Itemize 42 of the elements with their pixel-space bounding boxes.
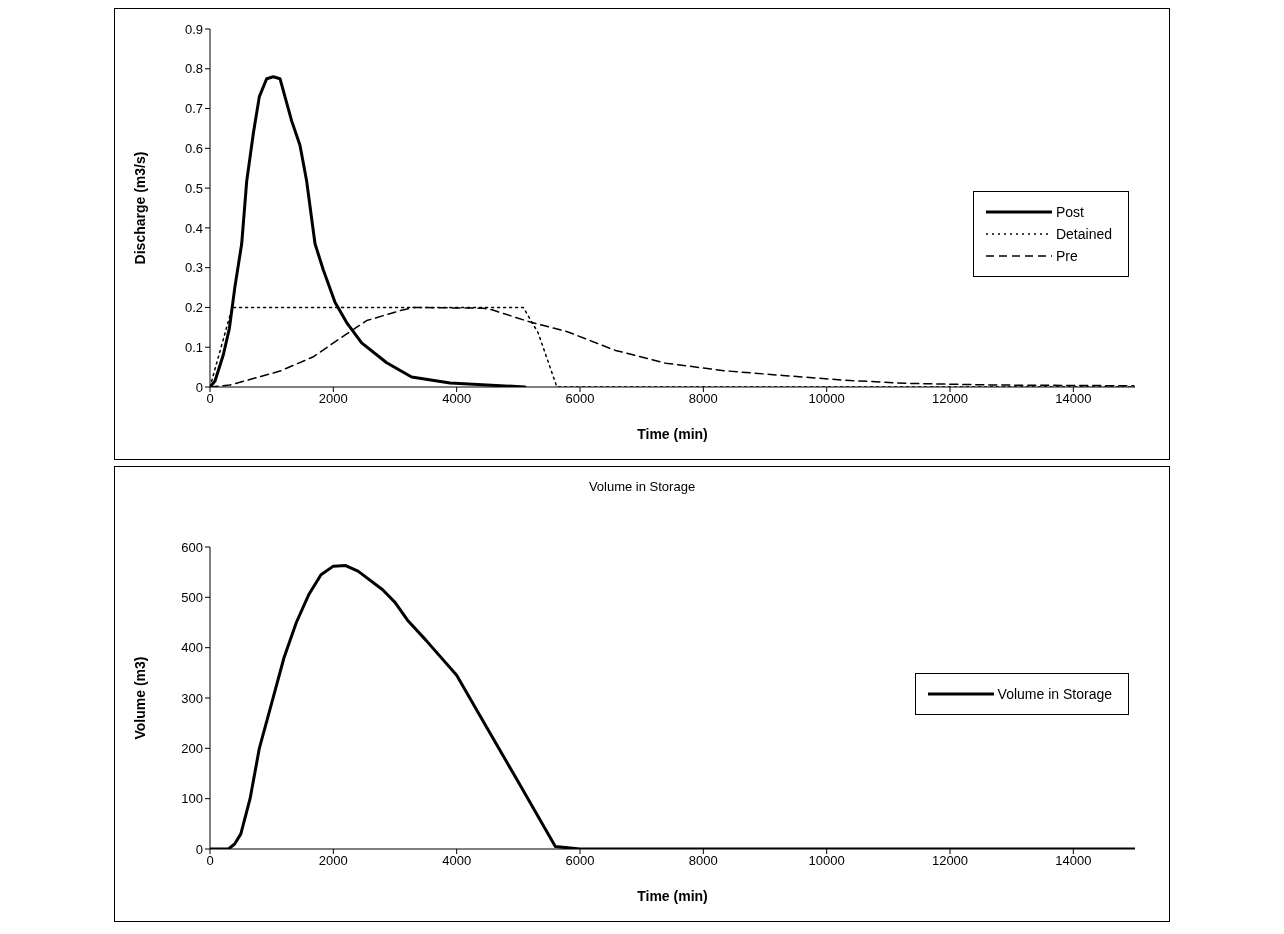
x-axis-title: Time (min) (637, 888, 708, 904)
x-tick-label: 14000 (1055, 853, 1092, 869)
x-tick-label: 10000 (808, 853, 845, 869)
x-tick-label: 6000 (565, 853, 595, 869)
y-tick-label: 600 (181, 539, 203, 555)
legend-label: Detained (1055, 226, 1112, 242)
y-tick-label: 0.9 (184, 21, 203, 37)
y-axis-title: Volume (m3) (131, 656, 148, 740)
y-tick-label: 200 (181, 740, 203, 756)
y-tick-label: 0.3 (184, 260, 203, 276)
x-tick-label: 2000 (318, 391, 348, 407)
chart-title: Volume in Storage (587, 479, 697, 494)
y-tick-label: 0.6 (184, 140, 203, 156)
x-tick-label: 12000 (931, 391, 969, 407)
x-tick-label: 8000 (688, 391, 718, 407)
y-tick-label: 0.8 (184, 61, 203, 77)
x-tick-label: 8000 (688, 853, 718, 869)
y-tick-label: 0.7 (184, 101, 203, 117)
y-tick-label: 0.5 (184, 180, 203, 196)
y-tick-label: 300 (181, 690, 203, 706)
y-tick-label: 0 (195, 841, 203, 857)
y-tick-label: 400 (181, 640, 203, 656)
x-tick-label: 2000 (318, 853, 348, 869)
x-tick-label: 14000 (1055, 391, 1092, 407)
x-tick-label: 10000 (808, 391, 845, 407)
x-tick-label: 4000 (442, 391, 472, 407)
x-tick-label: 0 (206, 853, 214, 869)
y-tick-label: 0.4 (184, 220, 203, 236)
x-tick-label: 4000 (442, 853, 472, 869)
x-tick-label: 0 (206, 391, 214, 407)
x-axis-title: Time (min) (637, 426, 708, 442)
y-tick-label: 500 (181, 589, 203, 605)
x-tick-label: 6000 (565, 391, 595, 407)
x-tick-label: 12000 (931, 853, 969, 869)
y-tick-label: 100 (181, 791, 203, 807)
y-tick-label: 0.2 (184, 300, 203, 316)
legend-label: Pre (1055, 248, 1078, 264)
y-axis-title: Discharge (m3/s) (131, 151, 148, 265)
legend-label: Post (1055, 204, 1084, 220)
y-tick-label: 0.1 (184, 339, 203, 355)
y-tick-label: 0 (195, 379, 203, 395)
legend-label: Volume in Storage (997, 686, 1112, 702)
